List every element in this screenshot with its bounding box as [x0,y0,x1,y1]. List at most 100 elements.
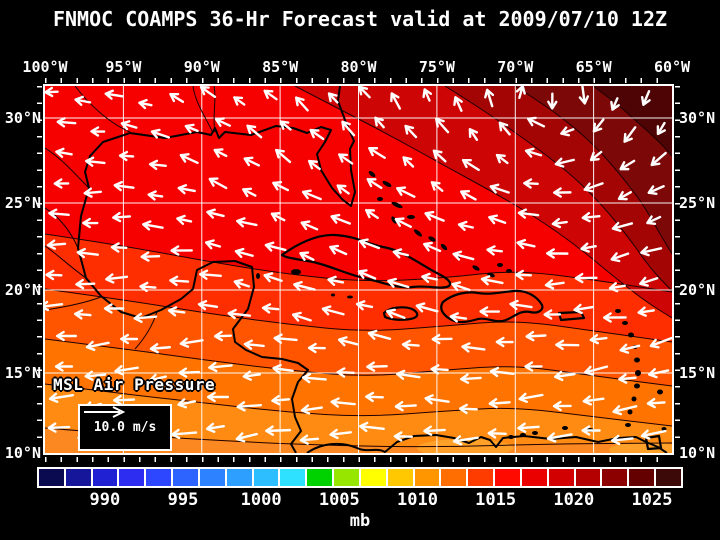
wind-vector-arrow [555,339,580,351]
wind-vector-arrow [293,280,316,292]
wind-vector-arrow [646,397,666,409]
wind-vector-arrow [139,281,157,293]
wind-vector-arrow [396,186,416,198]
colorbar-cell [629,469,655,486]
colorbar-cell [548,469,574,486]
wind-vector-arrow [197,299,219,311]
wind-vector-arrow [208,361,233,373]
wind-vector-arrow [243,156,261,167]
wind-vector-arrow [233,96,246,106]
wind-vector-arrow [261,303,280,314]
wind-vector-arrow [113,394,136,406]
lat-tick-label: 10°N [4,444,41,462]
lat-tick-label: 25°N [4,194,41,212]
wind-vector-arrow [514,269,533,281]
wind-vector-arrow [271,394,291,406]
wind-vector-arrow [457,220,474,231]
wind-vector-arrow [263,272,283,283]
wind-vector-arrow [424,210,445,222]
wind-vector-arrow [214,330,232,342]
map-frame: MSL Air Pressure 10.0 m/s [43,84,674,455]
wind-vector-arrow [45,300,64,312]
wind-vector-arrow [415,302,439,313]
wind-vector-arrow [206,391,230,403]
wind-vector-arrow [648,368,670,379]
wind-vector-arrow [543,309,562,320]
wind-vector-arrow [357,269,377,280]
wind-reference-legend: 10.0 m/s [78,404,172,451]
field-label: MSL Air Pressure [53,375,216,394]
wind-vector-arrow [171,428,198,440]
lat-tick-label: 15°N [679,364,716,382]
colorbar-cell [360,469,386,486]
wind-vector-arrow [461,158,480,172]
longitude-axis: 100°W 95°W 90°W 85°W 80°W 75°W 70°W 65°W 60°W [0,58,720,78]
wind-vector-arrow [430,364,449,375]
wind-vector-arrow [394,217,412,228]
wind-vector-arrow [147,190,164,201]
wind-vector-arrow [279,120,292,131]
wind-vector-arrow [113,180,135,192]
wind-vector-arrow [589,150,603,162]
wind-vector-arrow [148,159,167,171]
wind-vector-arrow [402,156,415,168]
wind-vector-arrow [177,398,197,409]
wind-vector-arrow [179,337,204,348]
wind-vector-arrow [524,147,543,158]
wind-vector-arrow [574,272,598,284]
wind-vector-arrow [199,86,217,99]
lat-tick-label: 15°N [4,364,41,382]
wind-vector-arrow [336,367,355,378]
wind-vector-arrow [623,126,637,143]
wind-vector-arrow [336,184,350,195]
wind-vector-arrow [495,336,514,348]
wind-vector-arrow [488,214,507,225]
wind-vector-arrow [573,303,594,315]
wind-vector-arrow [337,336,359,347]
lon-tick-label: 90°W [183,58,220,76]
wind-vector-arrow [367,329,392,341]
axis-ticks-left [37,86,42,453]
latitude-axis-right: 30°N 25°N 20°N 15°N 10°N [677,0,720,540]
colorbar-tick-label: 990 [89,490,121,510]
wind-vector-arrow [584,365,609,376]
wind-vector-arrow [578,86,590,105]
wind-vector-arrow [138,98,153,110]
wind-vector-arrow [581,211,601,223]
wind-vector-arrow [169,92,185,104]
wind-vector-arrow [300,404,323,415]
wind-vector-arrow [204,239,222,250]
wind-vector-arrow [524,361,543,372]
lon-tick-label: 95°W [105,58,142,76]
wind-vector-arrow [554,370,576,382]
axis-ticks-bottom [45,457,672,462]
wind-vector-arrow [236,401,263,412]
wind-vector-arrow [489,366,515,378]
wind-vector-arrow [365,208,379,220]
colorbar-cell [39,469,64,486]
wind-vector-arrow [150,128,170,139]
wind-vector-arrow [461,342,486,353]
wind-vector-arrow [46,239,67,250]
wind-vector-arrow [85,340,110,352]
wind-vector-arrow [582,395,605,406]
wind-vector-arrow [423,241,442,253]
wind-vector-arrow [148,373,167,384]
wind-vector-arrow [451,281,471,292]
wind-vector-arrow [639,276,659,287]
colorbar-tick-label: 1005 [318,490,360,510]
wind-vector-arrow [177,184,196,195]
wind-vector-arrow [234,247,254,259]
lat-tick-label: 30°N [4,109,41,127]
wind-vector-arrow [184,123,199,134]
colorbar-cell [199,469,225,486]
latitude-axis-left: 30°N 25°N 20°N 15°N 10°N [0,0,41,540]
wind-vector-arrow [76,247,100,259]
colorbar-cell [173,469,198,486]
wind-vector-arrow [242,370,262,381]
wind-vector-arrow [264,241,287,252]
wind-vector-arrow [650,151,667,167]
wind-vector-arrow [495,153,509,165]
colorbar-cell [119,469,145,486]
wind-vector-arrow [401,339,420,351]
